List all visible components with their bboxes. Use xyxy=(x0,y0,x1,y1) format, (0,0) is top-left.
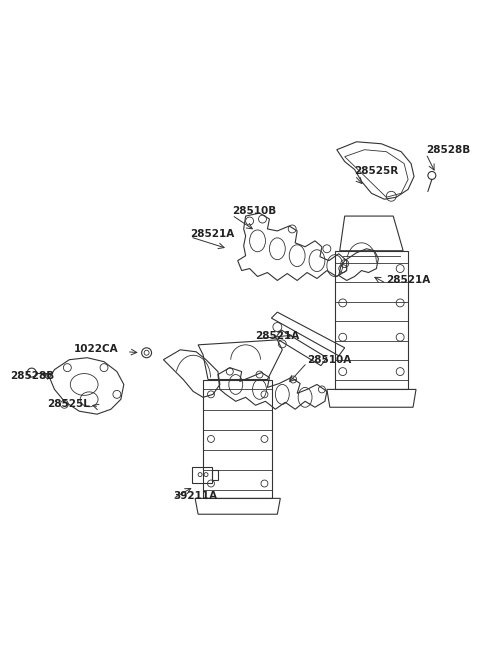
Text: 1022CA: 1022CA xyxy=(74,344,119,354)
Text: 28525R: 28525R xyxy=(355,167,399,176)
Text: 28528B: 28528B xyxy=(10,371,54,380)
Text: 39211A: 39211A xyxy=(173,491,217,501)
Text: 28510A: 28510A xyxy=(307,355,351,365)
Text: 28521A: 28521A xyxy=(255,331,300,341)
Text: 28528B: 28528B xyxy=(426,145,470,155)
Text: 28521A: 28521A xyxy=(386,276,431,285)
Text: 28521A: 28521A xyxy=(190,229,234,239)
Text: 28510B: 28510B xyxy=(232,206,276,216)
Text: 28525L: 28525L xyxy=(48,400,90,409)
